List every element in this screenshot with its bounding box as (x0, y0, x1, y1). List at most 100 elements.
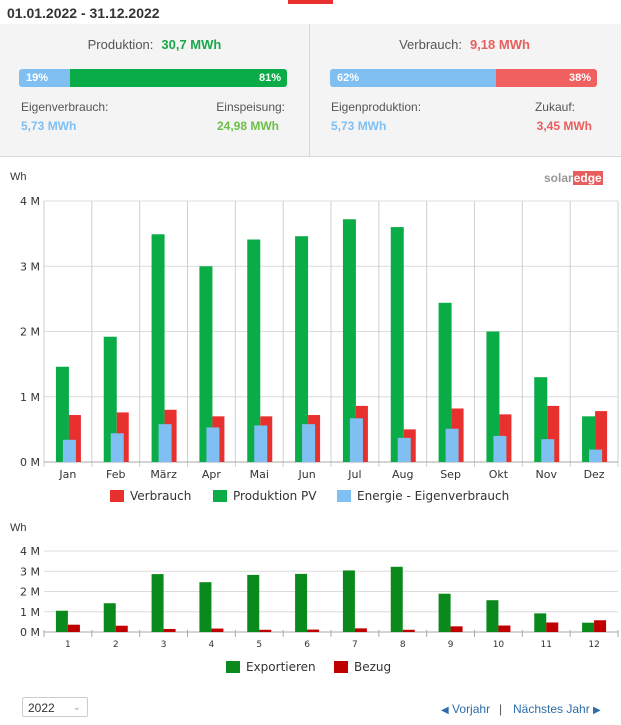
next-year-link[interactable]: Nächstes Jahr ▶ (513, 702, 601, 716)
y-tick-label: 4 M (20, 545, 40, 558)
legend-label: Energie - Eigenverbrauch (357, 489, 509, 503)
bar-energie-eigenverbrauch (445, 428, 459, 462)
x-tick-label: Sep (440, 468, 461, 481)
caret-right-icon: ▶ (593, 705, 601, 716)
purchase-value: 3,45 MWh (536, 119, 592, 133)
y-tick-label: 2 M (20, 326, 40, 339)
consumption-panel: Verbrauch: 9,18 MWh 62% 38% Eigenprodukti… (310, 24, 619, 156)
x-tick-label: Feb (106, 468, 125, 481)
x-tick-label: Jun (297, 468, 315, 481)
bar-exportieren (342, 570, 355, 632)
bar-bezug (67, 624, 80, 632)
bar-exportieren (486, 600, 499, 632)
bar-energie-eigenverbrauch (349, 418, 363, 462)
export-import-chart: 0 M1 M2 M3 M4 M1 2 3 4 5 6 7 8 9 10 11 12Exportiere… (20, 545, 619, 674)
self-consumption-label: Eigenverbrauch: (21, 100, 109, 114)
feed-in-label: Einspeisung: (216, 100, 285, 114)
legend-label: Produktion PV (233, 489, 317, 503)
bar-produktion-pv (103, 336, 117, 462)
x-tick-label: 5 (256, 640, 262, 650)
self-production-label: Eigenproduktion: (331, 100, 422, 114)
bar-bezug (354, 628, 367, 632)
legend-swatch (334, 661, 348, 673)
legend-label: Verbrauch (130, 489, 191, 503)
y-tick-label: 3 M (20, 565, 40, 578)
summary-panel: Produktion: 30,7 MWh 19% 81% Eigenverbrau… (0, 24, 621, 157)
year-select-value: 2022 (28, 701, 55, 715)
production-panel: Produktion: 30,7 MWh 19% 81% Eigenverbrau… (0, 24, 309, 156)
chart2-ylabel: Wh (10, 522, 27, 534)
previous-year-label: Vorjahr (452, 702, 491, 716)
x-tick-label: 11 (541, 640, 552, 650)
x-tick-label: Mai (250, 468, 269, 481)
bar-exportieren (438, 593, 451, 632)
x-tick-label: Dez (584, 468, 605, 481)
bar-exportieren (103, 603, 116, 632)
bar-bezug (450, 626, 463, 632)
bar-bezug (594, 620, 607, 632)
x-tick-label: 8 (400, 640, 406, 650)
previous-year-link[interactable]: ◀ Vorjahr (441, 702, 490, 716)
self-consumption-segment: 19% (19, 69, 70, 87)
x-tick-label: März (150, 468, 177, 481)
y-tick-label: 2 M (20, 586, 40, 599)
x-tick-label: 9 (448, 640, 454, 650)
feed-in-value: 24,98 MWh (216, 119, 279, 133)
x-tick-label: Jan (58, 468, 76, 481)
bar-energie-eigenverbrauch (541, 439, 555, 462)
production-value: 30,7 MWh (161, 37, 222, 52)
bar-exportieren (151, 574, 164, 632)
bar-exportieren (247, 574, 260, 632)
caret-left-icon: ◀ (441, 705, 449, 716)
bar-bezug (115, 625, 128, 632)
consumption-label: Verbrauch: (399, 37, 462, 52)
bar-produktion-pv (390, 227, 404, 462)
x-tick-label: Okt (489, 468, 509, 481)
x-tick-label: 6 (304, 640, 310, 650)
y-tick-label: 1 M (20, 391, 40, 404)
chevron-down-icon: ⌄ (72, 702, 81, 713)
bar-energie-eigenverbrauch (589, 449, 603, 462)
production-split-bar: 19% 81% (19, 69, 287, 87)
consumption-split-bar: 62% 38% (330, 69, 597, 87)
x-tick-label: 7 (352, 640, 358, 650)
y-tick-label: 0 M (20, 626, 40, 639)
active-tab-indicator (288, 0, 333, 4)
y-tick-label: 1 M (20, 606, 40, 619)
bar-produktion-pv (151, 234, 165, 462)
bar-energie-eigenverbrauch (254, 425, 268, 462)
monthly-energy-chart: 0 M 1 M 2 M 3 M 4 M Jan Feb März Apr Mai Jun Jul Aug… (20, 195, 619, 503)
bar-exportieren (534, 613, 547, 632)
bar-produktion-pv (438, 302, 452, 462)
feed-in-segment: 81% (69, 69, 287, 87)
legend-label: Exportieren (246, 660, 316, 674)
x-tick-label: 12 (588, 640, 599, 650)
y-tick-label: 3 M (20, 260, 40, 273)
x-tick-label: Nov (536, 468, 558, 481)
bar-bezug (498, 625, 511, 632)
nav-separator: | (499, 702, 503, 716)
legend-label: Bezug (354, 660, 391, 674)
bar-energie-eigenverbrauch (397, 437, 411, 462)
bar-verbrauch (595, 411, 608, 462)
bar-exportieren (582, 622, 595, 632)
production-label: Produktion: (87, 37, 154, 52)
bar-energie-eigenverbrauch (158, 424, 172, 462)
y-tick-label: 4 M (20, 195, 40, 208)
bar-exportieren (295, 573, 308, 632)
bar-bezug (211, 628, 224, 632)
bar-energie-eigenverbrauch (110, 433, 124, 462)
panel-divider (309, 24, 310, 156)
legend-swatch (213, 490, 227, 502)
bar-bezug (546, 622, 559, 632)
bar-energie-eigenverbrauch (493, 435, 507, 462)
year-select[interactable]: 2022 ⌄ (22, 697, 88, 717)
bar-exportieren (199, 582, 212, 632)
bar-bezug (259, 629, 272, 632)
x-tick-label: 2 (113, 640, 119, 650)
solaredge-logo: solaredge (544, 171, 603, 185)
self-production-value: 5,73 MWh (331, 119, 387, 133)
purchase-segment: 38% (495, 69, 597, 87)
legend-swatch (110, 490, 124, 502)
y-tick-label: 0 M (20, 456, 40, 469)
